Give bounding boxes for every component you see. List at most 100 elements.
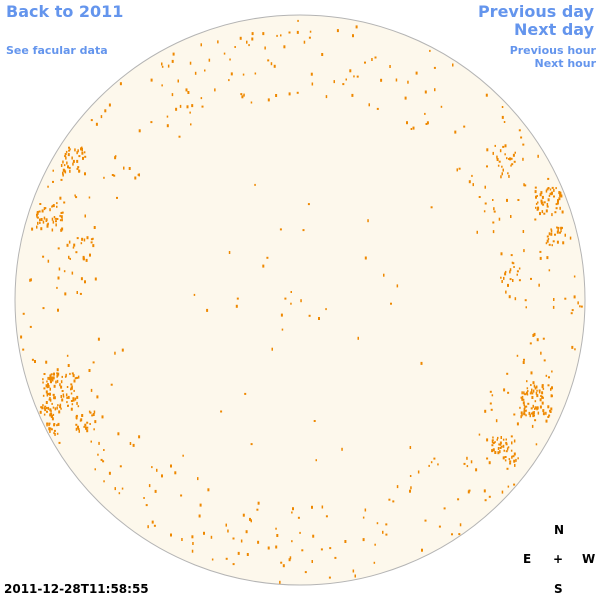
previous-hour-link[interactable]: Previous hour (509, 44, 596, 57)
next-hour-link[interactable]: Next hour (534, 57, 597, 70)
facula-mark (90, 440, 92, 443)
facula-mark (520, 411, 523, 415)
facula-mark (433, 66, 436, 69)
facula-mark (147, 525, 149, 529)
facula-mark (437, 463, 439, 466)
facula-mark (532, 404, 534, 408)
facula-mark (92, 413, 95, 416)
facula-mark (182, 454, 184, 457)
facula-mark (275, 545, 278, 549)
facula-mark (56, 368, 59, 372)
facula-mark (551, 386, 553, 390)
facula-mark (410, 128, 413, 130)
facula-mark (56, 379, 59, 383)
facula-mark (49, 427, 52, 430)
facula-mark (336, 29, 339, 33)
facula-mark (533, 384, 536, 388)
facula-mark (94, 420, 97, 424)
previous-day-link[interactable]: Previous day (477, 2, 594, 21)
facula-mark (66, 161, 68, 165)
facula-mark (78, 155, 81, 158)
facula-mark (42, 404, 44, 407)
facula-mark (409, 489, 411, 493)
facula-mark (503, 449, 505, 452)
facula-mark (208, 58, 211, 62)
facula-mark (29, 325, 32, 328)
facula-mark (54, 407, 57, 411)
facula-mark (549, 411, 552, 413)
facula-mark (548, 194, 551, 197)
facula-mark (545, 209, 548, 213)
facula-mark (93, 428, 95, 431)
facula-mark (415, 71, 418, 75)
facula-mark (564, 233, 566, 237)
facula-mark (64, 375, 67, 378)
facula-mark (497, 447, 500, 450)
facula-mark (76, 159, 79, 163)
facula-mark (362, 516, 365, 519)
facula-mark (325, 308, 327, 311)
facula-mark (304, 571, 307, 574)
facula-mark (250, 443, 253, 446)
facula-mark (75, 196, 78, 199)
facula-mark (390, 302, 392, 305)
facula-mark (505, 290, 507, 294)
facula-mark (472, 183, 474, 187)
facula-mark (507, 446, 510, 449)
facula-mark (516, 273, 518, 276)
facula-mark (67, 404, 69, 407)
facula-mark (207, 488, 210, 492)
facula-mark (69, 372, 71, 375)
facula-mark (45, 218, 48, 222)
back-to-year-link[interactable]: Back to 2011 (6, 2, 124, 21)
facula-mark (521, 397, 524, 401)
facula-mark (546, 235, 549, 238)
facula-mark (271, 347, 273, 351)
facula-mark (513, 439, 516, 443)
facula-mark (47, 222, 49, 225)
facula-mark (505, 441, 508, 444)
facula-mark (499, 447, 502, 449)
facula-mark (507, 391, 510, 394)
facula-mark (46, 410, 48, 413)
facula-mark (542, 412, 545, 416)
facula-mark (46, 423, 48, 427)
facula-mark (101, 415, 104, 419)
facula-mark (503, 276, 505, 280)
facula-mark (329, 547, 332, 550)
compass-center-mark: + (553, 552, 564, 566)
facula-mark (542, 337, 545, 340)
facula-mark (485, 93, 488, 97)
facula-mark (31, 358, 34, 361)
facula-mark (356, 75, 359, 78)
facula-mark (364, 61, 366, 64)
facula-mark (396, 284, 399, 288)
facula-mark (177, 79, 179, 83)
facula-mark (300, 299, 302, 303)
facula-mark (76, 401, 78, 405)
facula-mark (428, 464, 430, 467)
facula-mark (371, 58, 373, 61)
facula-mark (179, 104, 182, 108)
facula-mark (281, 328, 284, 331)
facula-mark (484, 499, 487, 502)
facula-mark (531, 388, 533, 392)
facula-mark (245, 530, 248, 534)
facula-mark (102, 460, 105, 463)
facula-mark (236, 297, 239, 300)
facula-mark (537, 206, 540, 210)
facula-mark (514, 463, 516, 467)
facula-mark (530, 384, 532, 386)
facula-mark (31, 227, 34, 231)
facula-mark (520, 396, 522, 399)
see-facular-data-link[interactable]: See facular data (6, 44, 108, 57)
next-day-link[interactable]: Next day (514, 20, 594, 39)
facula-mark (151, 520, 154, 524)
facula-mark (560, 194, 563, 198)
facula-mark (466, 456, 468, 460)
facula-mark (533, 411, 535, 414)
facula-mark (167, 64, 170, 68)
facula-mark (40, 227, 43, 231)
facula-mark (522, 401, 525, 405)
